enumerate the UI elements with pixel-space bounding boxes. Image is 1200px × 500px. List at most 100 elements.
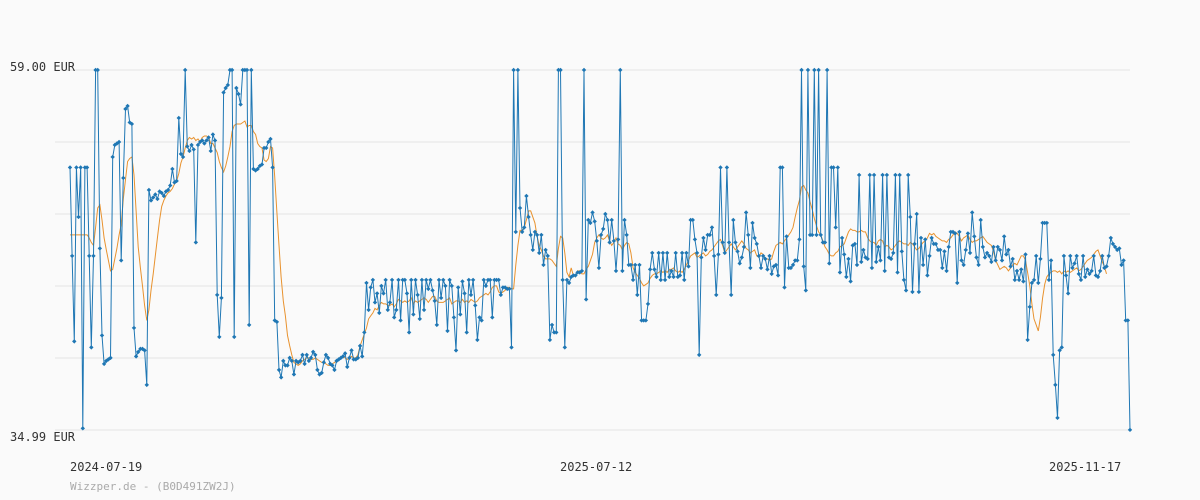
price-point [611,238,617,244]
price-point [978,217,983,223]
price-point [927,253,932,259]
chart-credit: Wizzper.de - (B0D491ZW2J) [70,480,236,493]
price-point [1061,253,1067,259]
price-point [696,352,702,358]
price-point [1117,246,1122,251]
price-point [549,322,555,328]
price-point [1046,277,1052,283]
price-point [319,370,324,376]
price-point [564,277,570,283]
price-point [748,265,753,271]
price-point [539,232,544,238]
price-point [583,297,589,302]
price-point [669,268,674,274]
price-point [366,307,371,313]
price-point [818,232,823,238]
price-point [195,142,201,148]
price-point [560,277,565,283]
price-point [664,250,670,256]
price-point [965,231,971,236]
price-point [912,241,917,247]
price-point [735,249,740,254]
price-point [891,250,896,256]
price-point [925,273,930,278]
price-point [417,316,422,322]
price-point [443,283,448,289]
price-point [468,292,474,298]
price-point [957,229,962,235]
price-point [1074,253,1079,259]
price-point [1125,318,1131,323]
price-point [944,268,949,274]
price-point [724,165,730,170]
price-point [615,237,621,242]
price-point [835,165,841,170]
price-point [396,277,401,283]
price-point [389,277,395,283]
price-point [178,151,184,157]
price-point [1044,220,1050,226]
price-point [869,265,875,271]
price-point [790,262,796,268]
price-point [780,165,785,170]
price-point [694,250,700,256]
price-point [511,67,516,73]
price-point [1053,382,1058,388]
price-point [1127,427,1133,433]
price-point [276,367,282,373]
price-point [1010,256,1015,262]
price-point [148,198,154,203]
price-point [423,277,429,283]
price-point [526,214,531,220]
average-line [70,120,1107,367]
price-point [746,232,751,238]
price-point [876,244,881,250]
price-point [170,166,175,172]
price-point [547,337,553,343]
price-point [323,352,329,358]
price-point [97,246,103,251]
price-point [709,225,715,230]
price-point [884,172,890,178]
price-point [349,348,354,353]
price-point [867,172,872,178]
price-point [974,255,979,260]
price-point [114,141,120,146]
price-point [799,67,804,73]
price-point [332,367,337,373]
price-point [637,262,642,268]
price-point [355,355,361,361]
price-point [517,205,523,211]
price-point [671,274,676,280]
average-series [70,120,1107,367]
price-point [976,262,981,268]
price-point [133,354,139,359]
price-point [217,334,222,340]
price-point [379,283,384,289]
price-point [308,355,314,361]
price-point [989,259,994,265]
price-point [769,271,774,277]
price-point [370,277,376,283]
price-point [554,330,559,335]
price-point [991,244,996,250]
price-point [600,226,606,232]
price-point [859,259,864,265]
price-point [895,270,900,275]
price-point [1036,280,1041,286]
price-point [963,247,968,253]
price-point [842,252,847,257]
price-point [325,355,331,361]
price-point [647,267,653,272]
price-point [274,319,280,325]
price-point [84,165,90,170]
price-point [150,195,156,200]
price-point [266,139,271,145]
price-point [765,267,770,272]
price-point [607,240,612,245]
price-point [229,67,235,73]
price-point [569,274,574,280]
price-point [711,253,717,259]
x-tick-label-start: 2024-07-19 [70,460,143,474]
price-point [916,289,922,295]
